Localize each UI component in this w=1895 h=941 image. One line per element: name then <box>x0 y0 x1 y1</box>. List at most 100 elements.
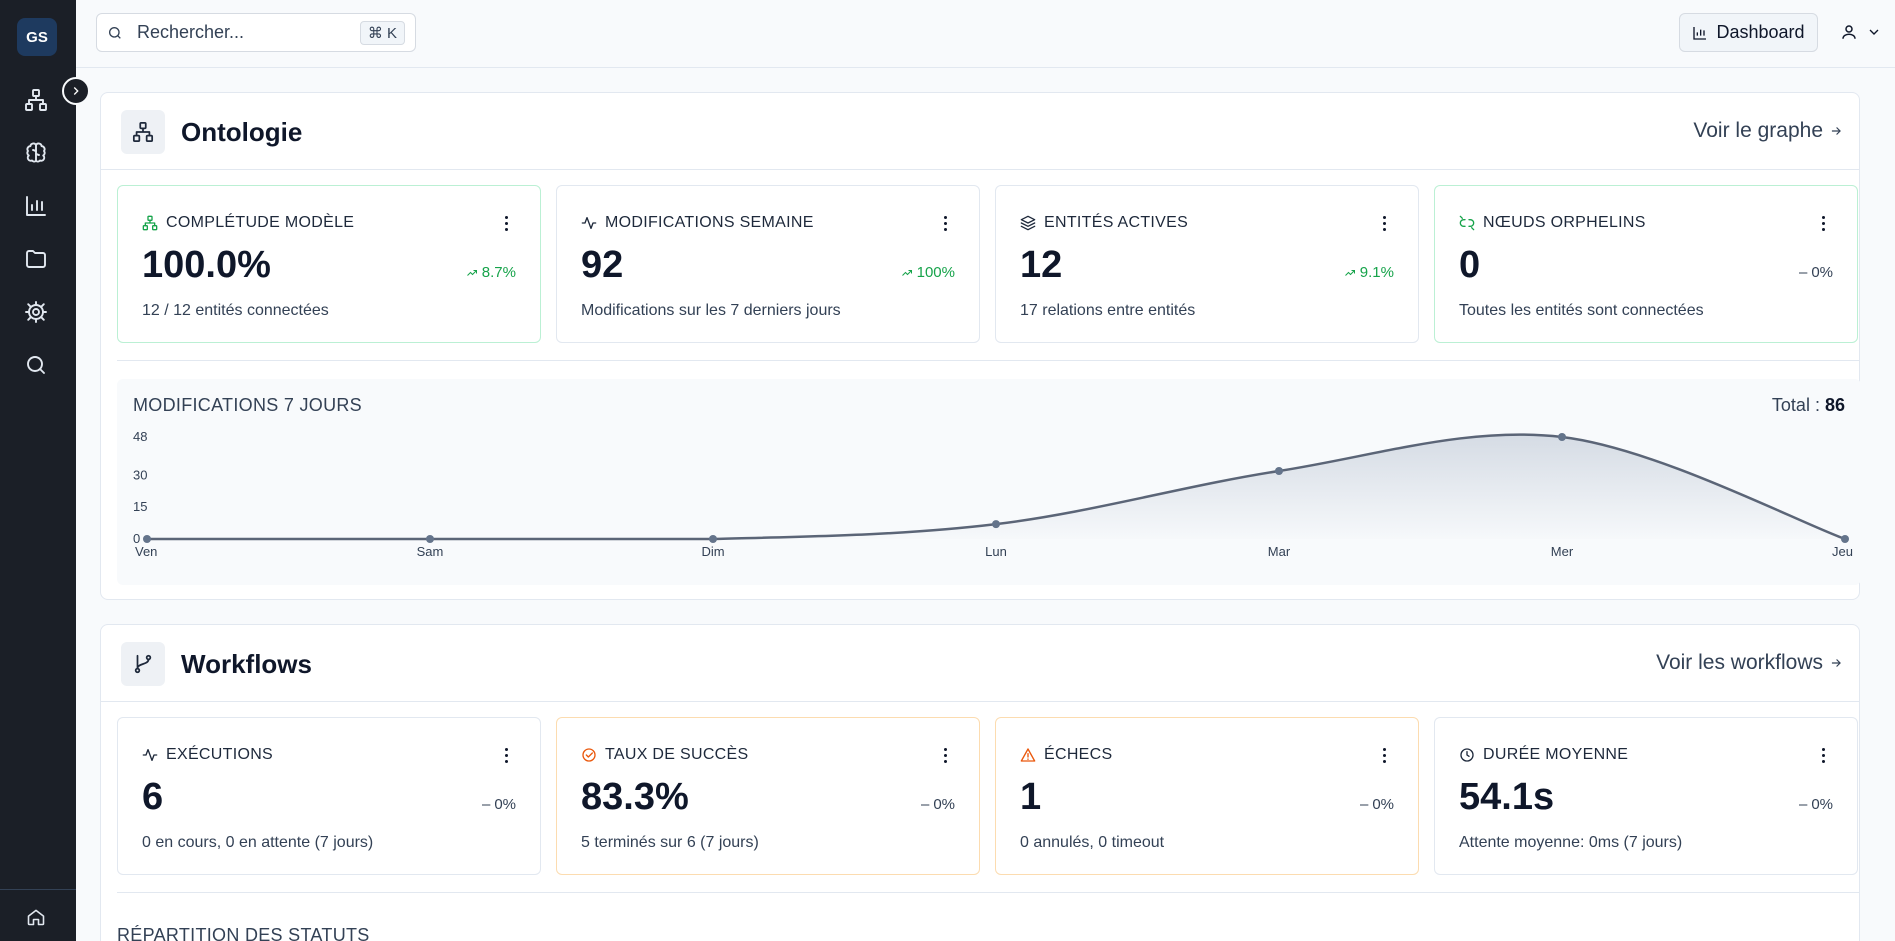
card-menu-button[interactable] <box>1380 746 1388 764</box>
y-tick-label: 48 <box>133 429 147 444</box>
brain-icon[interactable] <box>22 139 50 167</box>
x-tick-label: Lun <box>985 544 1007 559</box>
settings-icon[interactable] <box>22 298 50 326</box>
ontology-title: Ontologie <box>181 117 303 147</box>
card-label: ÉCHECS <box>1020 746 1112 764</box>
card-menu-button[interactable] <box>1819 214 1827 232</box>
card-trend: 9.1% <box>1344 264 1394 281</box>
card-menu-button[interactable] <box>502 746 510 764</box>
card-description: 0 en cours, 0 en attente (7 jours) <box>142 834 374 851</box>
trending-up-icon <box>901 269 912 276</box>
chart-total: Total : 86 <box>1771 395 1845 415</box>
chart-total-value: 86 <box>1824 395 1845 415</box>
chart-point[interactable] <box>1841 535 1849 543</box>
card-menu-button[interactable] <box>1819 746 1827 764</box>
card-label: DURÉE MOYENNE <box>1459 746 1628 764</box>
search-icon <box>109 26 121 39</box>
chart-plot: 0 15 30 48 Ven Sam Dim Lun Mar Mer Jeu <box>133 429 1853 559</box>
dash-icon: – <box>920 796 930 813</box>
search-icon[interactable] <box>22 351 50 379</box>
chart-point[interactable] <box>1275 467 1283 475</box>
activity-icon <box>581 217 597 229</box>
card-value: 12 <box>1020 244 1063 286</box>
bar-chart-icon[interactable] <box>22 192 50 220</box>
card-label: TAUX DE SUCCÈS <box>581 746 748 764</box>
hierarchy-icon <box>121 110 165 154</box>
card-value: 54.1s <box>1459 776 1555 818</box>
chart-point[interactable] <box>1558 433 1566 441</box>
chevron-down-icon <box>1869 29 1879 35</box>
card-menu-button[interactable] <box>1380 214 1388 232</box>
hierarchy-icon[interactable] <box>22 86 50 114</box>
kpi-card: NŒUDS ORPHELINS 0 –0% Toutes les entités so… <box>1434 185 1858 343</box>
workflows-header: Workflows Voir les workflows <box>101 625 1859 702</box>
card-description: 5 terminés sur 6 (7 jours) <box>581 834 759 851</box>
x-tick-label: Ven <box>135 544 157 559</box>
bar-chart-icon <box>1693 26 1707 40</box>
card-description: 0 annulés, 0 timeout <box>1020 834 1165 851</box>
arrow-right-icon <box>1831 659 1841 667</box>
view-workflows-link[interactable]: Voir les workflows <box>1656 651 1843 675</box>
expand-sidebar-button[interactable] <box>62 77 90 105</box>
status-breakdown-title: RÉPARTITION DES STATUTS <box>117 925 370 941</box>
card-trend: –0% <box>1798 264 1833 281</box>
card-menu-button[interactable] <box>941 214 949 232</box>
card-label: NŒUDS ORPHELINS <box>1459 214 1646 232</box>
kpi-card: TAUX DE SUCCÈS 83.3% –0% 5 terminés sur 6 (… <box>556 717 980 875</box>
kpi-card: MODIFICATIONS SEMAINE 92 100% Modifications… <box>556 185 980 343</box>
card-trend: 8.7% <box>466 264 516 281</box>
card-menu-button[interactable] <box>941 746 949 764</box>
kpi-card: COMPLÉTUDE MODÈLE 100.0% 8.7% 12 / 12 entit… <box>117 185 541 343</box>
card-value: 100.0% <box>142 244 271 286</box>
card-description: Attente moyenne: 0ms (7 jours) <box>1459 834 1683 851</box>
chart-point[interactable] <box>709 535 717 543</box>
chart-title: MODIFICATIONS 7 JOURS <box>133 395 362 415</box>
card-description: 17 relations entre entités <box>1020 302 1196 319</box>
modifications-chart: MODIFICATIONS 7 JOURS Total : 86 0 15 30 48… <box>117 379 1861 585</box>
chevron-right-icon <box>73 87 79 95</box>
search-input[interactable]: Rechercher... ⌘ K <box>96 13 416 52</box>
dashboard-button[interactable]: Dashboard <box>1679 13 1818 52</box>
y-tick-label: 30 <box>133 467 147 482</box>
unlink-icon <box>1459 215 1475 231</box>
x-tick-label: Mer <box>1551 544 1574 559</box>
divider <box>117 892 1859 893</box>
trending-up-icon <box>1344 269 1355 276</box>
chart-point[interactable] <box>426 535 434 543</box>
workflows-title: Workflows <box>181 649 312 679</box>
y-tick-label: 15 <box>133 499 147 514</box>
chart-point[interactable] <box>992 520 1000 529</box>
card-description: 12 / 12 entités connectées <box>142 302 329 319</box>
card-menu-button[interactable] <box>502 214 510 232</box>
folder-icon[interactable] <box>22 245 50 273</box>
sidebar: GS <box>0 0 76 941</box>
card-description: Modifications sur les 7 derniers jours <box>581 302 841 319</box>
card-label: EXÉCUTIONS <box>142 746 273 764</box>
card-value: 92 <box>581 244 624 286</box>
divider <box>117 360 1859 361</box>
chart-point[interactable] <box>143 535 151 543</box>
activity-icon <box>142 749 158 761</box>
card-label: MODIFICATIONS SEMAINE <box>581 214 814 232</box>
x-tick-label: Dim <box>701 544 724 559</box>
kpi-card: DURÉE MOYENNE 54.1s –0% Attente moyenne: 0m… <box>1434 717 1858 875</box>
card-description: Toutes les entités sont connectées <box>1459 302 1704 319</box>
card-trend: –0% <box>1359 796 1394 813</box>
y-tick-label: 0 <box>133 531 140 546</box>
kpi-card: ÉCHECS 1 –0% 0 annulés, 0 timeout <box>995 717 1419 875</box>
ontology-header: Ontologie Voir le graphe <box>101 93 1859 170</box>
user-menu-button[interactable] <box>1840 18 1890 46</box>
git-branch-icon <box>121 642 165 686</box>
layers-icon <box>1020 215 1036 231</box>
clock-icon <box>1460 748 1474 762</box>
chart-area <box>147 434 1845 539</box>
card-trend: –0% <box>1798 796 1833 813</box>
view-graph-label: Voir le graphe <box>1693 119 1823 142</box>
workspace-avatar[interactable]: GS <box>17 18 57 56</box>
view-graph-link[interactable]: Voir le graphe <box>1693 119 1843 143</box>
home-icon[interactable] <box>22 903 50 931</box>
kpi-card: EXÉCUTIONS 6 –0% 0 en cours, 0 en attente (… <box>117 717 541 875</box>
dash-icon: – <box>1798 264 1808 281</box>
x-tick-label: Sam <box>417 544 444 559</box>
card-trend: 100% <box>901 264 955 281</box>
